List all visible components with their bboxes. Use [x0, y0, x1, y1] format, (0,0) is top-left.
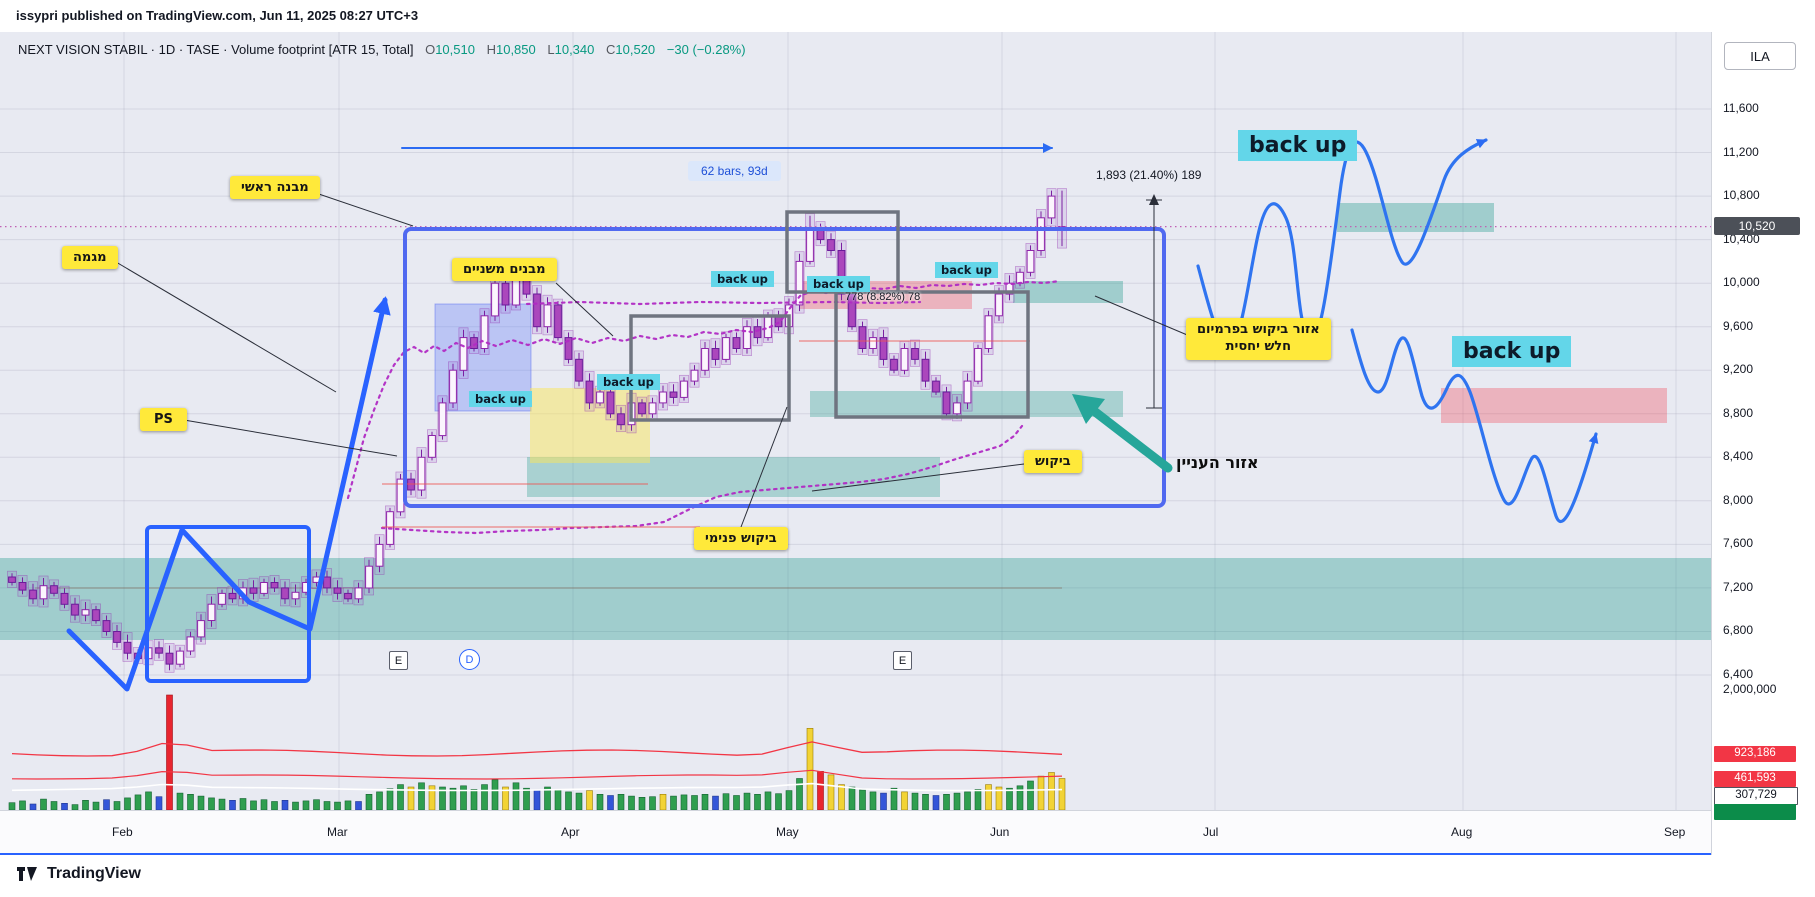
measure-bars-text[interactable]: 62 bars, 93d	[688, 161, 781, 181]
backup-label-small[interactable]: back up	[935, 262, 998, 278]
price-tick: 6,400	[1723, 667, 1754, 681]
label-trend[interactable]: מגמה	[62, 246, 118, 269]
volume-value-badge: 923,186	[1714, 746, 1796, 762]
price-tick: 9,600	[1723, 318, 1754, 333]
measure-range-text[interactable]: 1,893 (21.40%) 189	[1096, 168, 1202, 182]
time-tick: Sep	[1664, 825, 1686, 839]
price-tick: 6,800	[1723, 623, 1754, 638]
low-label: L	[547, 42, 555, 57]
label-internal-demand[interactable]: ביקוש פנימי	[694, 527, 788, 550]
label-ps[interactable]: PS	[140, 408, 187, 431]
time-scale[interactable]: Feb Mar Apr May Jun Jul Aug Sep	[0, 810, 1711, 856]
price-tick: 10,000	[1723, 275, 1760, 290]
publish-bar: issypri published on TradingView.com, Ju…	[0, 0, 1815, 32]
price-tick: 9,200	[1723, 362, 1754, 377]
price-tick: 8,800	[1723, 405, 1754, 420]
earnings-marker[interactable]: E	[893, 651, 912, 670]
price-scale[interactable]: ILA 11,600 11,200 10,800 10,400 10,000 9,600 9…	[1711, 32, 1815, 855]
volume-value-badge: 461,593	[1714, 771, 1796, 787]
chart-legend[interactable]: NEXT VISION STABIL · 1D · TASE · Volume …	[18, 42, 746, 57]
symbol-search-box[interactable]: ILA	[1724, 42, 1796, 70]
chart-background[interactable]	[0, 32, 1711, 810]
backup-label-small[interactable]: back up	[597, 374, 660, 390]
price-tick: 7,600	[1723, 536, 1754, 551]
last-price-badge: 10,520	[1714, 216, 1800, 235]
dividend-marker[interactable]: D	[459, 649, 480, 670]
open-label: O	[425, 42, 436, 57]
label-premium-demand[interactable]: אזור ביקוש בפרמיום חלש יחסית	[1186, 318, 1331, 360]
price-tick: 11,200	[1723, 144, 1759, 159]
close-label: C	[606, 42, 616, 57]
tradingview-logo-icon	[17, 867, 37, 881]
label-area-of-interest[interactable]: אזור העניין	[1176, 453, 1259, 472]
time-tick: Jul	[1203, 825, 1219, 839]
backup-label-small[interactable]: back up	[469, 391, 532, 407]
price-tick: 8,400	[1723, 449, 1754, 464]
backup-label-small[interactable]: back up	[807, 276, 870, 292]
earnings-marker[interactable]: E	[389, 651, 408, 670]
label-main-structure[interactable]: מבנה ראשי	[230, 176, 320, 199]
footer-bar: TradingView	[0, 855, 1815, 897]
time-tick: Feb	[112, 825, 133, 839]
symbol-info: NEXT VISION STABIL · 1D · TASE · Volume …	[18, 42, 414, 57]
backup-label-large[interactable]: back up	[1238, 130, 1358, 161]
label-secondary-structures[interactable]: מבנים משניים	[452, 258, 557, 281]
label-demand[interactable]: ביקוש	[1024, 450, 1082, 473]
volume-axis-tick: 2,000,000	[1723, 682, 1777, 696]
price-tick: 11,600	[1723, 101, 1759, 115]
low-value: 10,340	[554, 42, 595, 57]
tradingview-logo-text: TradingView	[47, 865, 141, 882]
close-value: 10,520	[615, 42, 656, 57]
label-premium-demand-line1: אזור ביקוש בפרמיום	[1197, 322, 1320, 337]
label-premium-demand-line2: חלש יחסית	[1225, 338, 1292, 354]
time-tick: Jun	[990, 825, 1010, 839]
measure-inner-text[interactable]: 778 (8.82%) 78	[845, 291, 921, 303]
time-tick: Apr	[561, 825, 580, 839]
tradingview-logo[interactable]: TradingView	[16, 863, 141, 885]
backup-label-small[interactable]: back up	[711, 271, 774, 287]
price-tick: 10,800	[1723, 188, 1760, 203]
volume-value-badge	[1714, 804, 1796, 820]
publish-text: issypri published on TradingView.com, Ju…	[16, 8, 419, 23]
volume-value-badge: 307,729	[1714, 787, 1798, 805]
price-tick: 8,000	[1723, 492, 1754, 507]
price-tick: 10,400	[1723, 231, 1760, 246]
time-tick: Mar	[327, 825, 348, 839]
high-value: 10,850	[495, 42, 536, 57]
high-label: H	[486, 42, 496, 57]
change-value: −30 (−0.28%)	[666, 42, 746, 57]
time-tick: May	[776, 825, 799, 839]
open-value: 10,510	[435, 42, 475, 57]
backup-label-large[interactable]: back up	[1452, 336, 1572, 367]
time-tick: Aug	[1451, 825, 1473, 839]
price-tick: 7,200	[1723, 579, 1754, 594]
